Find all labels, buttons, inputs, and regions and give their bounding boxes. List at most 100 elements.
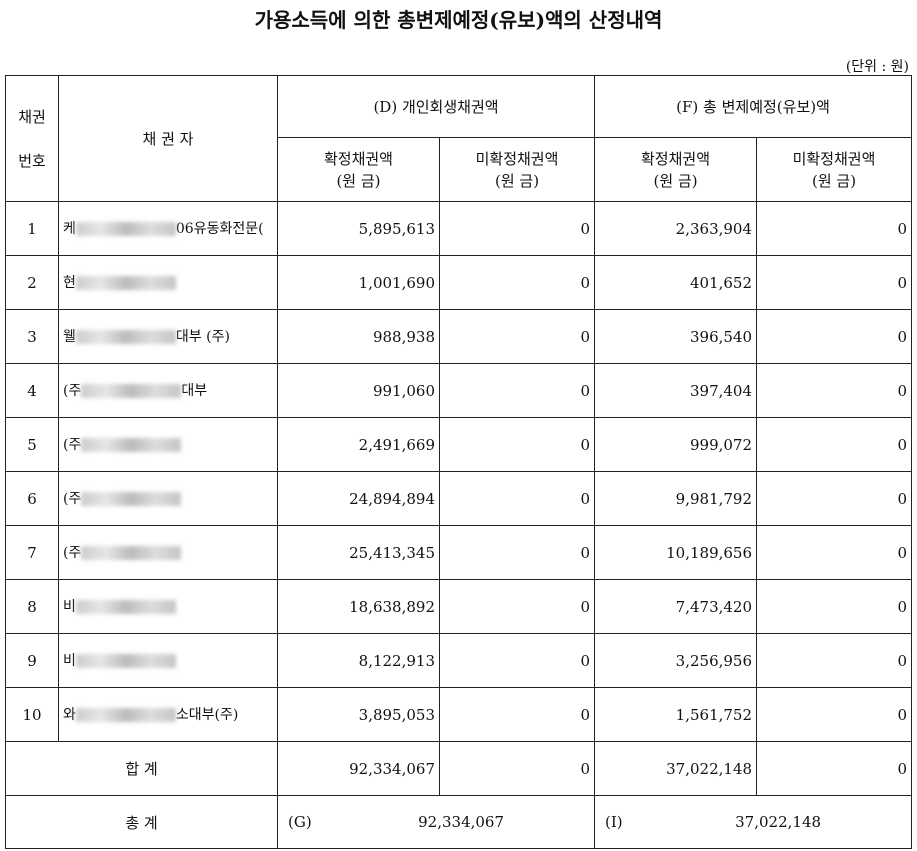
header-text: (원 금): [494, 171, 540, 190]
creditor-cell: 비: [58, 579, 278, 634]
subtotal-amount: 0: [438, 741, 596, 796]
header-cell: 채 권 자: [58, 75, 278, 202]
data-row: 1 케 06유동화전문(5,895,613 0 2,363,904 0: [5, 201, 913, 256]
number-cell: 2: [5, 255, 59, 310]
subtotal-row: 합 계 92,334,067 0 37,022,148 0: [5, 741, 913, 796]
subtotal-amount: 37,022,148: [594, 741, 758, 796]
creditor-text: 현: [63, 274, 76, 291]
creditor-text: 대부: [181, 382, 208, 399]
subtotal-amount: 0: [756, 741, 913, 796]
creditor-cell: 비: [58, 633, 278, 688]
redaction: [75, 275, 176, 290]
amount-cell: 9,981,792: [594, 471, 758, 526]
amount-cell: 991,060: [277, 363, 440, 418]
redaction: [81, 437, 182, 452]
amount-cell: 3,895,053: [277, 687, 440, 742]
number-cell: 7: [5, 525, 59, 580]
amount-cell: 0: [756, 687, 913, 742]
table: 채권 번호 채 권 자 (D) 개인회생채권액 (F) 총 변제예정(유보)액 확…: [5, 75, 913, 849]
grand-total-content: (I) 37,022,148: [599, 813, 907, 831]
data-row: 6 (주 24,894,894 0 9,981,792 0: [5, 471, 913, 526]
amount-cell: 0: [756, 255, 913, 310]
amount-cell: 25,413,345: [277, 525, 440, 580]
unit-label: (단위 : 원): [845, 59, 909, 75]
number-cell: 5: [5, 417, 59, 472]
amount-cell: 401,652: [594, 255, 758, 310]
header-cell: (F) 총 변제예정(유보)액: [594, 75, 913, 138]
number-cell: 6: [5, 471, 59, 526]
amount-cell: 1,561,752: [594, 687, 758, 742]
creditor-text: (주: [63, 490, 82, 507]
amount-cell: 10,189,656: [594, 525, 758, 580]
creditor-text: (주: [63, 382, 82, 399]
redaction: [75, 653, 176, 668]
data-row: 7 (주 25,413,345 0 10,189,656 0: [5, 525, 913, 580]
creditor-text: 웰: [63, 328, 76, 345]
creditor-cell: 웰 대부 (주): [58, 309, 278, 364]
amount-cell: 3,256,956: [594, 633, 758, 688]
grand-total-mark: (I): [605, 813, 623, 831]
header-text: 채권: [18, 107, 46, 126]
redaction: [81, 491, 182, 506]
grand-total-cell: (G) 92,334,067: [276, 795, 596, 849]
header-cell: 확정채권액 (원 금): [594, 137, 758, 202]
header-row: 확정채권액 (원 금) 미확정채권액 (원 금) 확정채권액 (원 금) 미확정채권액…: [6, 137, 913, 202]
amount-cell: 5,895,613: [277, 201, 440, 256]
header-text: (원 금): [653, 171, 698, 190]
grand-total-amount: 37,022,148: [735, 813, 822, 831]
creditor-text: (주: [63, 436, 82, 453]
creditor-text: 소대부(주): [175, 706, 239, 723]
creditor-text: 와: [63, 706, 76, 723]
creditor-text: (주: [63, 544, 82, 561]
data-row: 4 (주 대부 991,060 0 397,404 0: [5, 363, 913, 418]
amount-cell: 0: [756, 633, 913, 688]
header-text: (원 금): [811, 171, 857, 190]
grand-total-mark: (G): [288, 813, 312, 831]
creditor-text: 비: [63, 598, 76, 615]
creditor-text: 문(: [245, 220, 264, 237]
creditor-cell: 와 소대부(주): [58, 687, 278, 742]
amount-cell: 7,473,420: [594, 579, 758, 634]
amount-cell: 397,404: [594, 363, 758, 418]
header-cell: 채권 번호: [5, 75, 59, 202]
header-row: 채권 번호 채 권 자 (D) 개인회생채권액 (F) 총 변제예정(유보)액: [5, 75, 913, 202]
amount-cell: 0: [438, 633, 596, 688]
amount-cell: 988,938: [277, 309, 440, 364]
amount-cell: 0: [438, 687, 596, 742]
amount-cell: 0: [438, 363, 596, 418]
amount-cell: 0: [756, 201, 913, 256]
data-row: 2 현 1,001,690 0 401,652 0: [5, 255, 913, 310]
amount-cell: 0: [438, 309, 596, 364]
grand-total-cell: (I) 37,022,148: [594, 795, 913, 849]
number-cell: 3: [5, 309, 59, 364]
amount-cell: 0: [438, 201, 596, 256]
header-text: (원 금): [336, 171, 381, 190]
amount-cell: 0: [756, 525, 913, 580]
redaction: [75, 707, 176, 722]
amount-cell: 0: [438, 579, 596, 634]
amount-cell: 0: [756, 363, 913, 418]
amount-cell: 0: [756, 471, 913, 526]
doc-title: 가용소득에 의한 총변제예정(유보)액의 산정내역: [254, 8, 663, 32]
creditor-cell: 케 06유동화전문(: [58, 201, 278, 256]
grand-total-label: 총 계: [5, 795, 278, 849]
number-cell: 9: [5, 633, 59, 688]
redaction: [81, 383, 182, 398]
amount-cell: 999,072: [594, 417, 758, 472]
amount-cell: 0: [756, 309, 913, 364]
redaction: [81, 545, 182, 560]
amount-cell: 0: [438, 525, 596, 580]
data-row: 9 비 8,122,913 0 3,256,956 0: [5, 633, 913, 688]
creditor-cell: 현: [58, 255, 278, 310]
redaction: [75, 329, 176, 344]
header-text: 확정채권액: [641, 149, 711, 168]
subtotal-amount: 92,334,067: [277, 741, 440, 796]
amount-cell: 0: [438, 471, 596, 526]
header-cell: (D) 개인회생채권액: [276, 75, 596, 138]
redaction: [75, 221, 176, 236]
creditor-text: 대부 (주): [175, 328, 230, 345]
amount-cell: 0: [756, 579, 913, 634]
creditor-cell: (주: [58, 471, 278, 526]
amount-cell: 2,363,904: [594, 201, 758, 256]
